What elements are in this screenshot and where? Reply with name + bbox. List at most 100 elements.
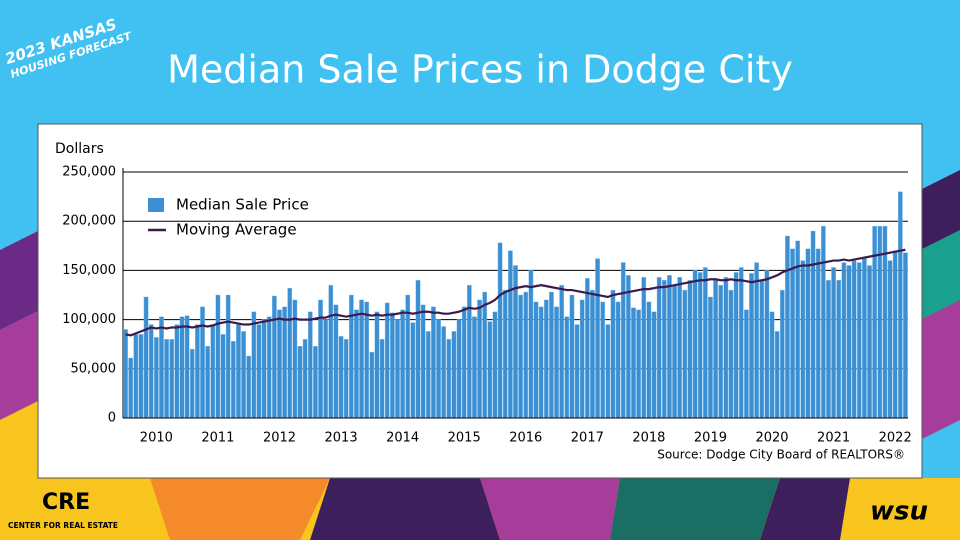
- bar: [805, 248, 811, 419]
- bar: [651, 311, 657, 419]
- bar: [410, 322, 416, 419]
- bar: [779, 289, 785, 419]
- x-tick-label: 2015: [448, 431, 481, 446]
- bar: [708, 296, 713, 419]
- bar: [246, 355, 252, 419]
- bar: [338, 336, 344, 419]
- bar: [446, 339, 452, 419]
- x-tick-label: 2018: [632, 431, 665, 446]
- legend-swatch: [148, 198, 164, 212]
- cre-logo-bg: [4, 486, 112, 536]
- bar: [595, 258, 600, 419]
- bar: [343, 339, 349, 419]
- bar: [533, 301, 539, 419]
- bar: [153, 337, 159, 419]
- plot: 0 50,000 100,000 150,000 200,000 250,000 2010 2…: [62, 165, 911, 446]
- x-tick-label: 2022: [879, 431, 912, 446]
- deco: [310, 478, 500, 540]
- bar: [313, 345, 318, 419]
- bar: [620, 262, 626, 419]
- bar: [518, 294, 523, 419]
- bar: [369, 351, 375, 419]
- bar: [764, 270, 770, 419]
- bar: [508, 250, 513, 419]
- source: Source: Dodge City Board of REALTORS®: [657, 448, 905, 462]
- bar: [605, 324, 611, 419]
- bar: [323, 319, 329, 419]
- bar: [600, 301, 606, 419]
- bar: [631, 307, 636, 419]
- bar: [800, 260, 806, 419]
- bar: [456, 319, 462, 419]
- bar: [461, 306, 467, 419]
- bar: [697, 272, 703, 419]
- bar: [451, 331, 457, 419]
- bar: [641, 277, 647, 419]
- bar: [425, 331, 431, 419]
- bar: [230, 341, 236, 419]
- bar: [892, 250, 898, 419]
- bar: [687, 280, 693, 419]
- bar: [559, 284, 565, 419]
- bar: [759, 280, 765, 419]
- bar: [646, 301, 652, 419]
- bar: [538, 306, 544, 419]
- bar: [502, 289, 508, 419]
- bar: [846, 265, 852, 419]
- bar: [297, 345, 303, 419]
- bar: [636, 309, 641, 419]
- bar: [549, 291, 554, 419]
- bar: [400, 309, 405, 419]
- y-tick-label: 100,000: [62, 312, 116, 327]
- y-tick-label: 250,000: [62, 165, 116, 180]
- bar: [692, 270, 698, 419]
- bar: [307, 311, 313, 419]
- bar: [790, 248, 795, 419]
- bar: [862, 258, 867, 419]
- bar: [215, 294, 221, 419]
- bar: [667, 275, 672, 419]
- bar: [810, 230, 816, 419]
- bar: [374, 311, 380, 419]
- x-tick-label: 2020: [755, 431, 788, 446]
- bar: [867, 265, 872, 419]
- bar: [584, 278, 590, 419]
- x-tick-label: 2013: [325, 431, 358, 446]
- bar: [143, 296, 149, 419]
- bar: [328, 284, 334, 419]
- bar: [903, 252, 908, 419]
- x-tick-label: 2011: [201, 431, 234, 446]
- bar: [266, 316, 272, 419]
- bar: [728, 289, 734, 419]
- bar: [436, 319, 441, 419]
- bar: [395, 319, 400, 419]
- bar: [610, 289, 616, 419]
- bar: [528, 270, 534, 419]
- bar: [220, 334, 226, 419]
- bar: [554, 306, 559, 419]
- x-tick-label: 2021: [817, 431, 850, 446]
- bar: [148, 324, 154, 419]
- bar: [672, 284, 677, 419]
- legend-label: Median Sale Price: [176, 196, 309, 214]
- x-tick-label: 2017: [571, 431, 604, 446]
- deco: [760, 478, 850, 540]
- bar: [287, 287, 293, 419]
- bar: [564, 316, 570, 419]
- bar: [333, 304, 339, 419]
- line: [125, 248, 906, 337]
- bar: [887, 260, 893, 419]
- bar: [302, 339, 308, 419]
- bar: [826, 280, 831, 419]
- bar: [785, 235, 790, 419]
- bar: [656, 277, 662, 419]
- bar: [820, 225, 826, 419]
- bar: [682, 289, 688, 419]
- wsu-logo: wsu: [870, 497, 928, 527]
- deco: [610, 478, 780, 540]
- bar: [128, 357, 134, 419]
- bar: [574, 324, 580, 419]
- bar: [210, 324, 216, 419]
- bar: [251, 311, 257, 419]
- bar: [851, 260, 857, 419]
